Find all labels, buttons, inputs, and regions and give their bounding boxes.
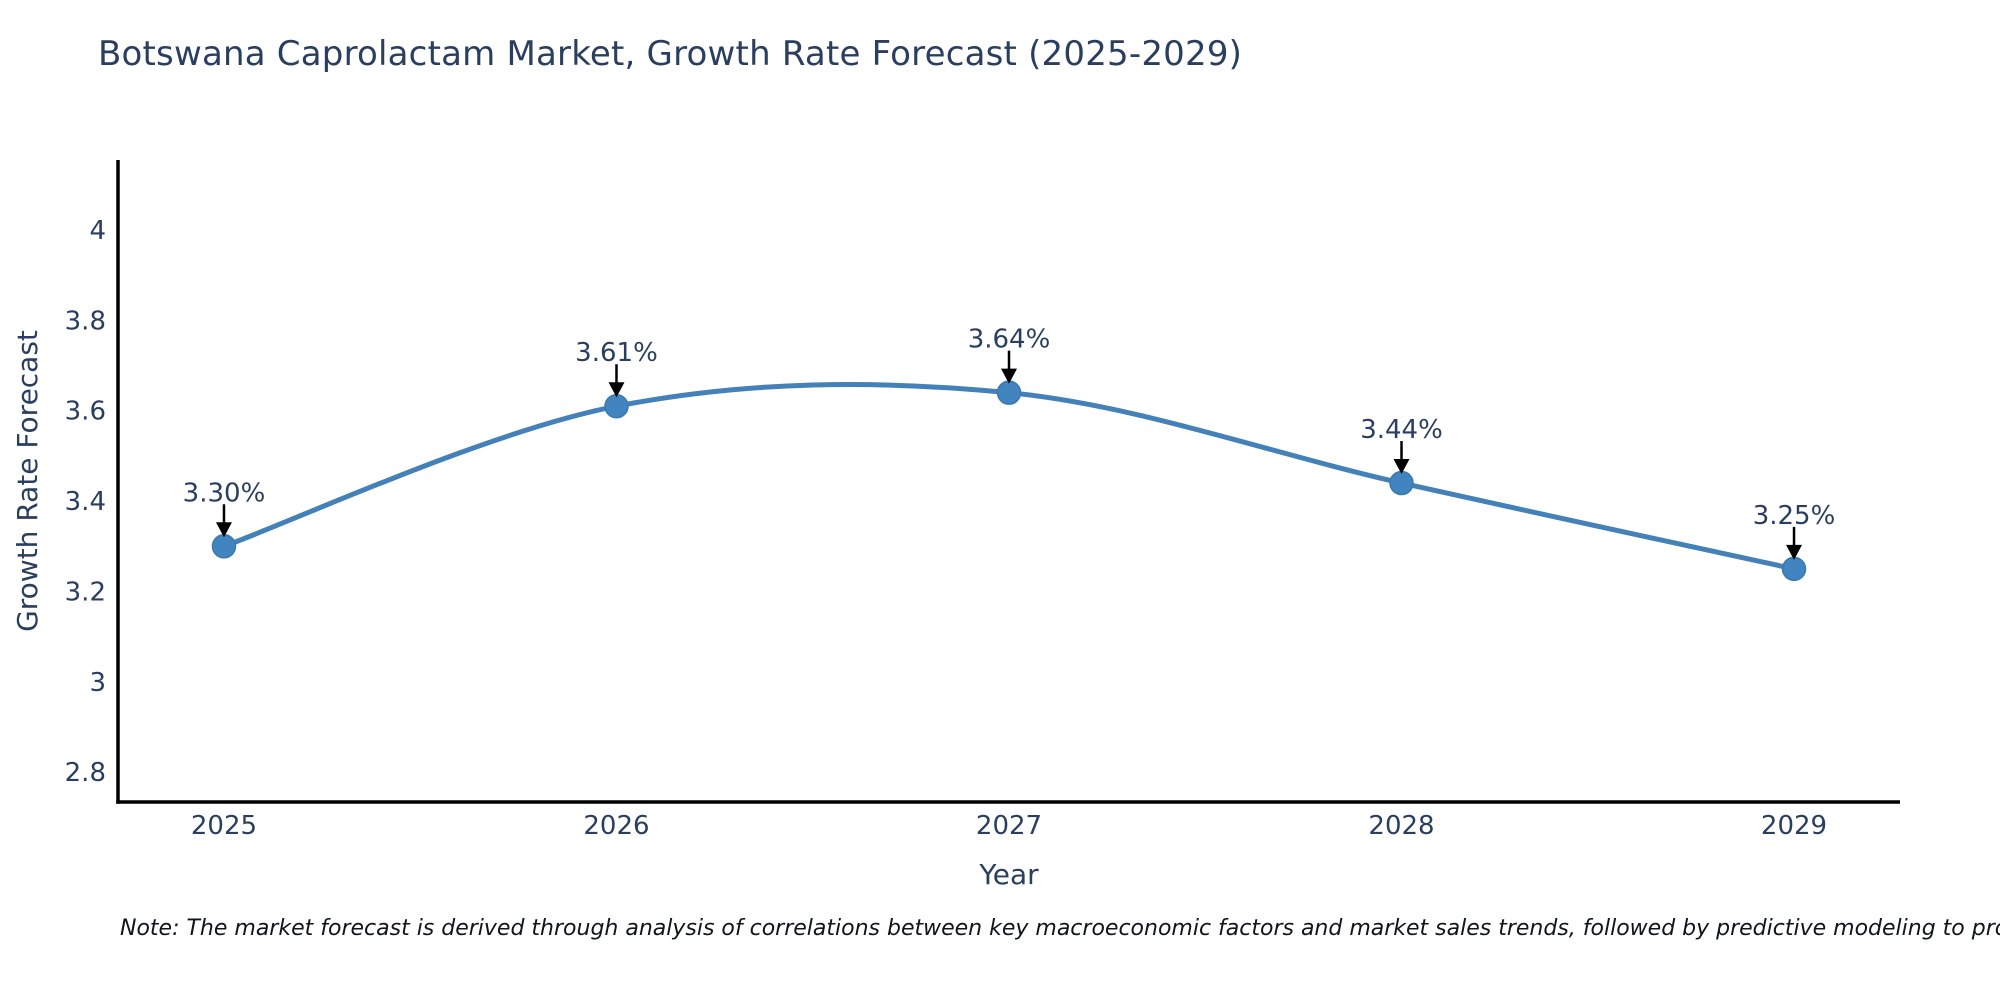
y-tick-label: 3.6	[65, 397, 106, 427]
chart-title: Botswana Caprolactam Market, Growth Rate…	[98, 34, 1243, 74]
data-point-marker	[1781, 556, 1807, 582]
data-point-marker	[996, 380, 1022, 405]
trend-line	[223, 382, 1795, 572]
data-point-label: 3.44%	[1360, 415, 1443, 445]
y-tick-label: 3.8	[65, 306, 106, 336]
data-point-label: 3.30%	[183, 478, 266, 508]
x-tick-label: 2029	[1761, 811, 1827, 841]
annotation-arrow-head	[1393, 459, 1410, 475]
y-tick-label: 4	[89, 216, 106, 246]
y-tick-label: 3.4	[65, 487, 106, 517]
x-tick-label: 2026	[583, 811, 649, 841]
footnote: Note: The market forecast is derived thr…	[120, 916, 2000, 941]
data-point-label: 3.61%	[575, 338, 658, 368]
y-tick-label: 2.8	[65, 758, 106, 788]
annotation-arrow-head	[608, 382, 625, 398]
x-tick-label: 2028	[1368, 811, 1434, 841]
data-point-marker	[1389, 470, 1414, 496]
data-point-marker	[211, 534, 237, 559]
annotation-arrow-head	[1786, 544, 1803, 560]
y-tick-label: 3	[89, 668, 106, 698]
data-point-marker	[604, 393, 629, 419]
y-tick-label: 3.2	[65, 577, 106, 607]
x-tick-label: 2027	[976, 811, 1042, 841]
x-tick-label: 2025	[191, 811, 257, 841]
annotation-arrow-head	[215, 522, 232, 538]
annotation-arrow-head	[1001, 368, 1017, 384]
x-axis-title: Year	[978, 858, 1039, 891]
data-point-label: 3.64%	[968, 325, 1051, 355]
data-point-label: 3.25%	[1753, 501, 1836, 531]
y-axis-title: Growth Rate Forecast	[11, 330, 44, 632]
